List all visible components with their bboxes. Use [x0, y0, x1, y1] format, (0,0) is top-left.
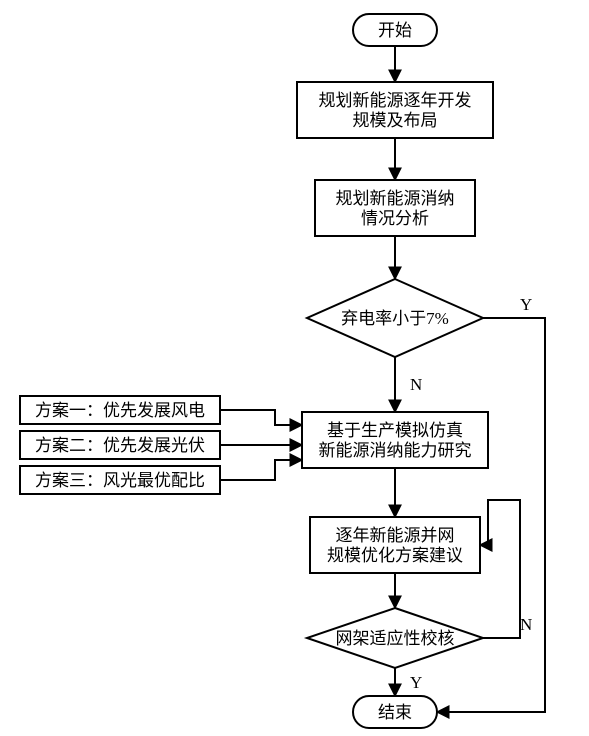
node-text-sim-0: 基于生产模拟仿真 [327, 421, 463, 440]
node-cond2: 网架适应性校核 [307, 608, 483, 668]
edge-label-cond1-end: Y [520, 295, 532, 314]
edge-label-cond1-sim: N [410, 375, 422, 394]
node-start: 开始 [353, 14, 437, 46]
edge-cond1-end [437, 318, 545, 712]
node-cond1: 弃电率小于7% [307, 279, 483, 357]
node-plan: 规划新能源逐年开发规模及布局 [297, 82, 493, 138]
node-s2: 方案二：优先发展光伏 [20, 431, 220, 459]
edge-label-cond2-end: Y [410, 673, 422, 692]
node-text-analyze-0: 规划新能源消纳 [336, 189, 455, 208]
node-sim: 基于生产模拟仿真新能源消纳能力研究 [302, 412, 488, 468]
node-text-s1-0: 方案一：优先发展风电 [35, 401, 205, 420]
node-text-plan-1: 规模及布局 [353, 111, 438, 130]
node-s1: 方案一：优先发展风电 [20, 396, 220, 424]
node-text-s2-0: 方案二：优先发展光伏 [35, 436, 205, 455]
flowchart-svg: NYYN 开始规划新能源逐年开发规模及布局规划新能源消纳情况分析弃电率小于7%基… [0, 0, 589, 736]
edge-s1-sim [220, 410, 302, 425]
node-s3: 方案三：风光最优配比 [20, 466, 220, 494]
edge-label-cond2-opt: N [520, 615, 532, 634]
node-analyze: 规划新能源消纳情况分析 [315, 180, 475, 236]
node-text-end-0: 结束 [378, 703, 412, 722]
node-end: 结束 [353, 696, 437, 728]
node-text-s3-0: 方案三：风光最优配比 [35, 471, 205, 490]
node-text-cond1-0: 弃电率小于7% [341, 309, 449, 328]
node-text-plan-0: 规划新能源逐年开发 [319, 91, 472, 110]
node-text-sim-1: 新能源消纳能力研究 [319, 441, 472, 460]
nodes-layer: 开始规划新能源逐年开发规模及布局规划新能源消纳情况分析弃电率小于7%基于生产模拟… [20, 14, 493, 728]
node-text-start-0: 开始 [378, 21, 412, 40]
node-text-analyze-1: 情况分析 [361, 209, 429, 228]
node-opt: 逐年新能源并网规模优化方案建议 [310, 517, 480, 573]
edge-cond2-opt [480, 500, 520, 638]
node-text-cond2-0: 网架适应性校核 [336, 629, 455, 648]
node-text-opt-0: 逐年新能源并网 [336, 526, 455, 545]
node-text-opt-1: 规模优化方案建议 [327, 546, 463, 565]
edge-s3-sim [220, 460, 302, 480]
